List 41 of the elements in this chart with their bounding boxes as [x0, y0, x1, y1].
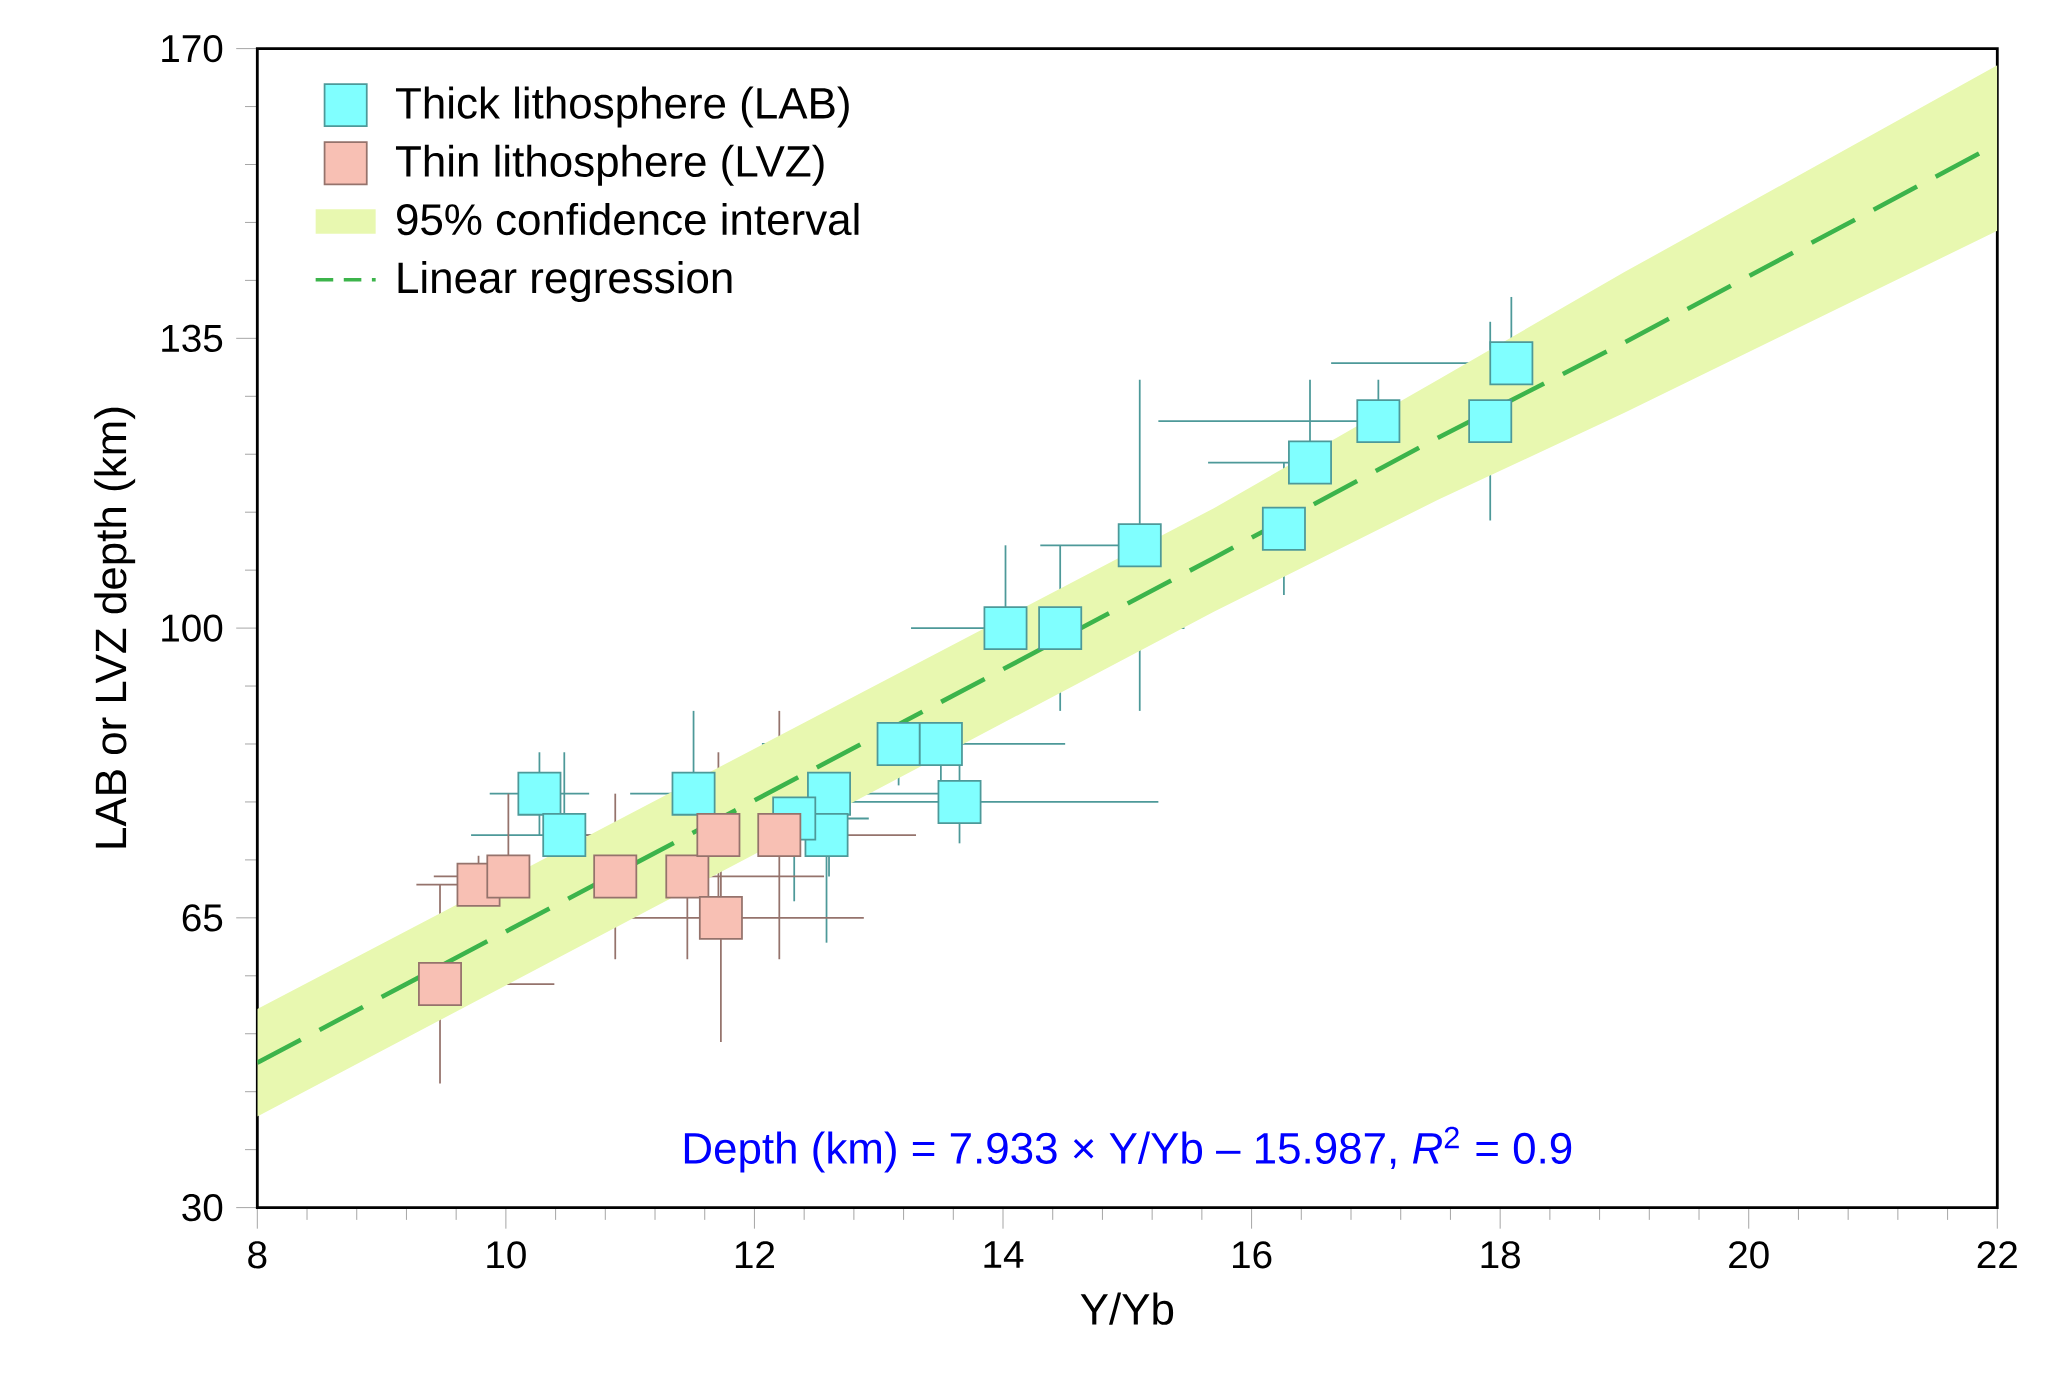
- x-tick-label: 14: [984, 1241, 1024, 1268]
- legend-label: Thick lithosphere (LAB): [395, 86, 849, 128]
- x-tick-label: 20: [1729, 1241, 1769, 1269]
- point: [757, 813, 802, 858]
- point: [1117, 523, 1162, 568]
- legend-label: Linear regression: [398, 261, 732, 303]
- y-tick-label: 170: [162, 34, 223, 63]
- point: [517, 771, 562, 816]
- point: [665, 854, 710, 899]
- x-tick-label: 12: [735, 1241, 775, 1269]
- point: [418, 962, 462, 1007]
- point: [876, 722, 921, 766]
- point: [1356, 399, 1401, 444]
- x-tick-label: 16: [1233, 1241, 1272, 1269]
- point: [696, 813, 741, 858]
- point: [1489, 341, 1534, 386]
- point: [1261, 506, 1306, 551]
- annotation: Depth (km) = 7.933 × Y/Yb – 15.987, R$^{2}$ = 0.9: [684, 1126, 1572, 1173]
- point: [671, 771, 716, 816]
- point: [937, 779, 982, 824]
- y-tick-label: 135: [162, 324, 223, 353]
- x-tick-label: 10: [487, 1241, 526, 1269]
- y-tick-label: 100: [162, 614, 223, 642]
- point: [698, 895, 743, 940]
- point: [983, 606, 1028, 651]
- annotation: 95% confidence interval: [397, 202, 859, 236]
- point: [1038, 606, 1083, 651]
- x-tick-label: 22: [1977, 1241, 2017, 1269]
- point: [1288, 440, 1332, 485]
- x-axis-title: Y/Yb: [1080, 1292, 1174, 1325]
- point: [542, 813, 587, 858]
- point: [486, 854, 531, 899]
- legend-label: Thin lithosphere (LVZ): [395, 144, 824, 186]
- point: [593, 854, 638, 899]
- point: [918, 722, 963, 766]
- point: [1468, 399, 1513, 444]
- y-tick-label: 65: [182, 904, 223, 932]
- x-tick-label: 18: [1481, 1241, 1520, 1269]
- y-axis-title: LAB or LVZ depth (km): [94, 407, 136, 848]
- y-tick-label: 30: [182, 1193, 223, 1222]
- x-tick-label: 8: [248, 1241, 267, 1269]
